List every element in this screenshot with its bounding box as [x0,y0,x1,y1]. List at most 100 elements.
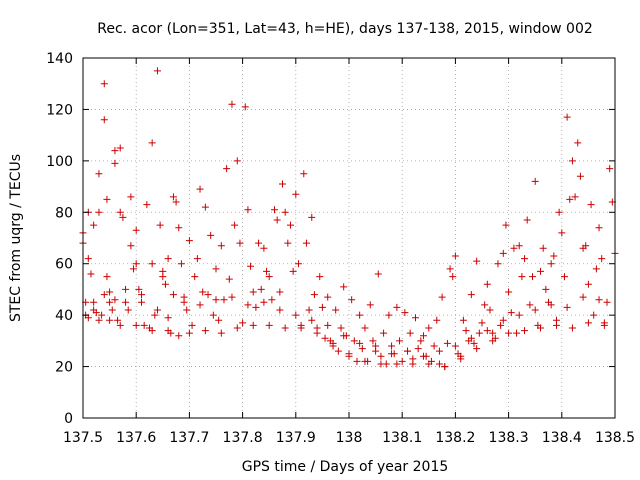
data-point [231,221,239,229]
data-point [584,319,592,327]
x-tick-label: 138.4 [542,430,582,446]
data-point [531,177,539,185]
data-point [505,329,513,337]
data-point [260,244,268,252]
data-point [217,242,225,250]
data-point [106,298,114,306]
data-point [539,244,547,252]
data-point [396,337,404,345]
data-point [127,193,135,201]
data-point [521,327,529,335]
data-point [576,172,584,180]
data-point [132,321,140,329]
data-point [148,260,156,268]
data-point [481,301,489,309]
y-tick-label: 100 [46,154,73,170]
data-point [523,216,531,224]
data-point [393,303,401,311]
data-point [175,224,183,232]
data-point [90,221,98,229]
data-point [236,239,244,247]
data-point [558,229,566,237]
data-point [417,337,425,345]
data-point [281,324,289,332]
data-point [462,327,470,335]
data-point [90,298,98,306]
data-point [552,321,560,329]
data-point [122,298,130,306]
data-point [505,288,513,296]
data-point [217,329,225,337]
data-point [419,352,427,360]
data-point [151,311,159,319]
data-point [356,339,364,347]
data-point [292,311,300,319]
data-point [220,296,228,304]
data-point [435,360,443,368]
data-point [502,221,510,229]
data-point [281,208,289,216]
data-point [457,355,465,363]
data-point [265,273,273,281]
y-tick-label: 40 [55,308,73,324]
data-point [140,321,148,329]
data-point [515,311,523,319]
data-point [185,329,193,337]
data-point [241,103,249,111]
data-point [451,252,459,260]
data-point [430,342,438,350]
data-point [249,321,257,329]
data-point [164,255,172,263]
data-point [276,288,284,296]
data-point [84,255,92,263]
data-point [316,273,324,281]
data-point [374,270,382,278]
data-point [406,329,414,337]
data-point [212,265,220,273]
data-point [441,363,449,371]
data-point [579,293,587,301]
data-point [116,144,124,152]
data-point [132,260,140,268]
data-point [350,337,358,345]
data-point [153,67,161,75]
grid-lines [83,58,615,418]
data-point [345,352,353,360]
data-point [228,100,236,108]
data-point [366,301,374,309]
data-point [547,301,555,309]
data-point [225,275,233,283]
data-point [473,257,481,265]
data-point [265,321,273,329]
data-point [531,306,539,314]
y-tick-label: 60 [55,257,73,273]
x-tick-label: 137.6 [116,430,156,446]
data-point [489,329,497,337]
data-point [138,291,146,299]
data-point [276,306,284,314]
data-point [358,345,366,353]
data-point [201,203,209,211]
data-point [132,226,140,234]
data-point [414,345,422,353]
data-point [286,221,294,229]
data-point [164,327,172,335]
data-point [143,201,151,209]
data-point [451,342,459,350]
data-point [185,237,193,245]
data-point [353,357,361,365]
data-point [499,249,507,257]
data-point [279,180,286,188]
data-point [566,195,574,203]
data-point [318,303,326,311]
data-point [127,242,135,250]
data-point [204,291,212,299]
data-point [260,298,268,306]
data-point [518,273,526,281]
y-tick-label: 20 [55,360,73,376]
data-point [196,185,204,193]
data-point [332,306,340,314]
data-point [521,255,529,263]
data-point [111,296,119,304]
data-point [537,324,545,332]
